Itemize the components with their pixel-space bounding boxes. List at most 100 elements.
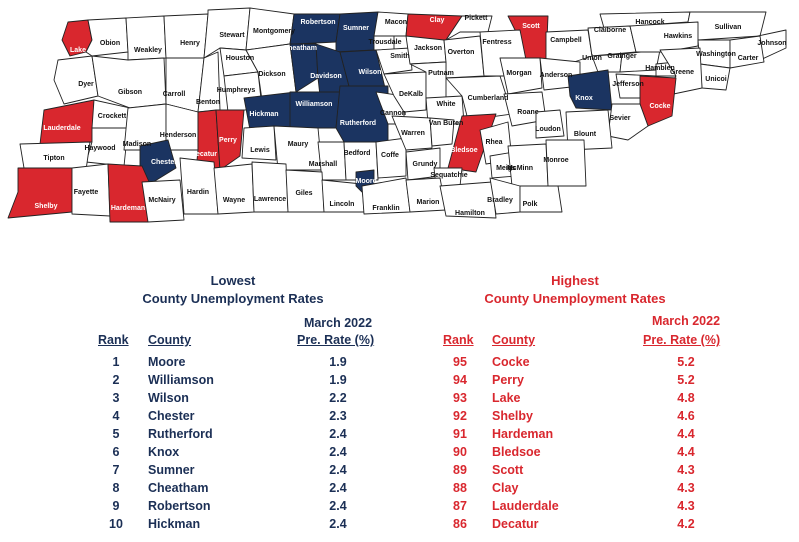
county-warren <box>391 115 433 151</box>
county-label-wayne: Wayne <box>223 197 245 204</box>
county-label-white: White <box>436 101 455 108</box>
county-label-houston: Houston <box>226 55 254 62</box>
county-label-crockett: Crockett <box>98 113 127 120</box>
county-label-marion: Marion <box>417 199 440 206</box>
highest-title-line2: County Unemployment Rates <box>484 291 666 306</box>
county-label-anderson: Anderson <box>540 72 573 79</box>
county-pickett <box>445 15 493 41</box>
county-label-cheatham: Cheatham <box>283 45 317 52</box>
county-label-cocke: Cocke <box>649 103 670 110</box>
highest-row: 87 Lauderdale 4.3 <box>400 499 799 517</box>
county-label-marshall: Marshall <box>309 161 337 168</box>
county-label-macon: Macon <box>385 19 407 26</box>
highest-row: 95 Cocke 5.2 <box>400 355 799 373</box>
county-label-bledsoe: Bledsoe <box>450 147 477 154</box>
highest-row: 88 Clay 4.3 <box>400 481 799 499</box>
county-cell: Scott <box>492 463 524 477</box>
rate-cell: 2.4 <box>329 463 347 477</box>
county-loudon <box>535 109 565 139</box>
county-label-warren: Warren <box>401 130 425 137</box>
county-dekalb <box>383 71 427 113</box>
rate-cell: 4.2 <box>677 517 695 531</box>
county-label-maury: Maury <box>288 141 309 148</box>
county-label-grundy: Grundy <box>413 161 438 168</box>
county-label-claiborne: Claiborne <box>594 27 626 34</box>
county-cell: Lauderdale <box>492 499 559 513</box>
county-label-putnam: Putnam <box>428 70 454 77</box>
county-label-benton: Benton <box>196 99 220 106</box>
rank-cell: 3 <box>112 391 120 405</box>
county-label-sequatchie: Sequatchie <box>430 172 467 179</box>
rate-cell: 5.2 <box>677 373 695 387</box>
county-cell: Shelby <box>492 409 533 423</box>
county-label-pickett: Pickett <box>465 15 489 22</box>
county-hardin <box>179 157 219 215</box>
county-label-morgan: Morgan <box>506 70 531 77</box>
county-cell: Bledsoe <box>492 445 541 459</box>
highest-table-title: Highest County Unemployment Rates <box>400 272 750 308</box>
county-label-van-buren: Van Buren <box>429 120 464 127</box>
rank-cell: 5 <box>112 427 120 441</box>
highest-rank-header: Rank <box>443 333 474 347</box>
county-label-greene: Greene <box>670 69 694 76</box>
lowest-table-title: Lowest County Unemployment Rates <box>0 272 466 308</box>
county-monroe <box>545 139 587 187</box>
county-carter <box>729 35 765 69</box>
county-label-madison: Madison <box>123 141 151 148</box>
rate-cell: 4.4 <box>677 427 695 441</box>
county-label-rhea: Rhea <box>485 139 502 146</box>
county-polk <box>519 185 563 213</box>
county-label-hamblen: Hamblen <box>645 65 675 72</box>
county-label-dickson: Dickson <box>258 71 285 78</box>
county-robertson <box>289 13 341 45</box>
county-cell: Knox <box>148 445 180 459</box>
county-label-montgomery: Montgomery <box>253 28 295 35</box>
county-label-carter: Carter <box>738 55 759 62</box>
county-label-robertson: Robertson <box>301 19 336 26</box>
county-label-carroll: Carroll <box>163 91 186 98</box>
county-greene <box>659 47 703 97</box>
county-label-campbell: Campbell <box>550 37 582 44</box>
highest-row: 93 Lake 4.8 <box>400 391 799 409</box>
county-lawrence <box>251 161 289 213</box>
lowest-row: 5 Rutherford 2.4 <box>0 427 400 445</box>
lowest-table: Lowest County Unemployment Rates March 2… <box>0 270 400 540</box>
lowest-rank-header: Rank <box>98 333 129 347</box>
rank-cell: 95 <box>453 355 467 369</box>
county-cocke <box>639 75 677 127</box>
rate-cell: 2.4 <box>329 481 347 495</box>
county-label-hancock: Hancock <box>635 19 664 26</box>
lowest-row: 3 Wilson 2.2 <box>0 391 400 409</box>
county-label-hawkins: Hawkins <box>664 33 693 40</box>
rate-cell: 4.6 <box>677 409 695 423</box>
county-knox <box>567 69 613 111</box>
rate-cell: 5.2 <box>677 355 695 369</box>
lowest-rate-header: Pre. Rate (%) <box>297 333 375 347</box>
lowest-title-line1: Lowest <box>210 273 256 288</box>
highest-title-line1: Highest <box>551 273 599 288</box>
rate-cell: 2.4 <box>329 499 347 513</box>
lowest-row: 4 Chester 2.3 <box>0 409 400 427</box>
county-van-buren <box>429 117 455 147</box>
county-cell: Chester <box>148 409 195 423</box>
county-henderson <box>165 103 199 151</box>
county-label-fayette: Fayette <box>74 189 99 196</box>
rate-cell: 2.4 <box>329 445 347 459</box>
county-morgan <box>499 57 543 95</box>
highest-rate-header: Pre. Rate (%) <box>643 333 721 347</box>
county-label-stewart: Stewart <box>219 32 245 39</box>
county-mcnairy <box>141 179 185 223</box>
county-map-svg: Lake Obion Weakley Henry Stewart Montgomery Ro… <box>7 7 787 223</box>
rate-cell: 1.9 <box>329 355 347 369</box>
county-label-hardin: Hardin <box>187 189 209 196</box>
county-label-meigs: Meigs <box>496 165 516 172</box>
county-sullivan <box>687 11 767 41</box>
county-wayne <box>213 163 255 215</box>
county-label-moore: Moore <box>356 178 377 185</box>
rank-cell: 6 <box>112 445 120 459</box>
rank-cell: 94 <box>453 373 467 387</box>
county-label-scott: Scott <box>522 23 540 30</box>
county-label-sumner: Sumner <box>343 25 369 32</box>
rank-cell: 88 <box>453 481 467 495</box>
county-label-knox: Knox <box>575 95 593 102</box>
